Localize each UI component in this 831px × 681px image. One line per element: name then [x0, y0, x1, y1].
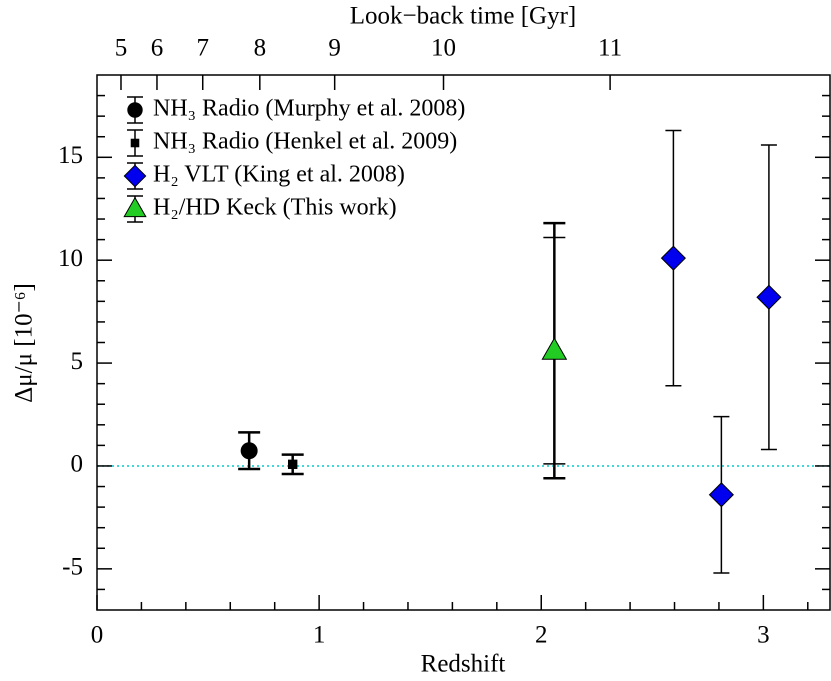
x2-tick-label: 8 — [254, 35, 267, 62]
y-tick-label: -5 — [62, 554, 83, 581]
x2-tick-label: 10 — [431, 35, 456, 62]
x-axis-label: Redshift — [421, 651, 506, 678]
legend-marker — [123, 196, 147, 218]
marker — [287, 459, 298, 470]
x-tick-label: 1 — [313, 622, 326, 649]
x2-axis-label: Look−back time [Gyr] — [350, 3, 577, 30]
legend-label: H₂/HD Keck (This work) — [153, 195, 397, 221]
marker — [660, 245, 686, 271]
marker — [541, 337, 568, 360]
marker — [756, 284, 782, 310]
x2-tick-label: 11 — [598, 35, 622, 62]
y-tick-label: 0 — [71, 451, 84, 478]
x-tick-label: 0 — [91, 622, 104, 649]
x2-tick-label: 9 — [328, 35, 341, 62]
legend-marker — [130, 138, 140, 148]
x-tick-label: 3 — [757, 622, 770, 649]
marker — [240, 442, 258, 460]
marker — [708, 482, 734, 508]
legend-label: NH₃ Radio (Henkel et al. 2009) — [153, 129, 457, 155]
x2-tick-label: 5 — [115, 35, 128, 62]
y-tick-label: 10 — [58, 245, 83, 272]
x2-tick-label: 6 — [151, 35, 164, 62]
x-tick-label: 2 — [535, 622, 548, 649]
legend-label: NH₃ Radio (Murphy et al. 2008) — [153, 96, 465, 122]
y-tick-label: 5 — [71, 348, 84, 375]
legend-marker — [127, 102, 143, 118]
x2-tick-label: 7 — [196, 35, 209, 62]
legend-label: H₂ VLT (King et al. 2008) — [153, 162, 405, 188]
y-axis-label: Δμ/μ [10⁻⁶] — [11, 283, 38, 403]
y-tick-label: 15 — [58, 142, 83, 169]
plot-frame — [96, 74, 831, 611]
legend-marker — [123, 164, 147, 188]
